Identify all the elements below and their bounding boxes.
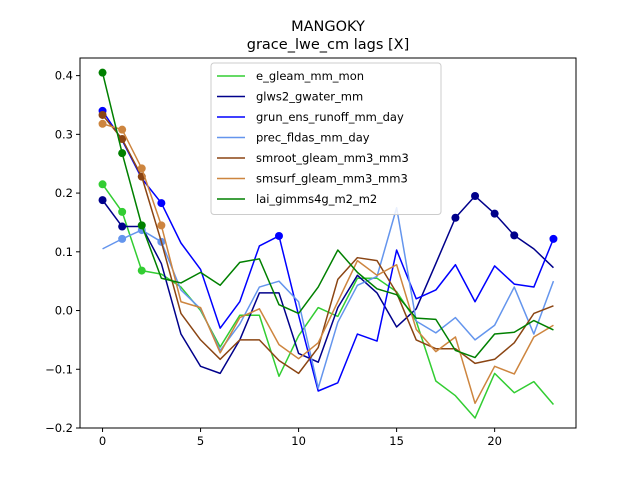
x-tick-label: 15	[389, 434, 404, 448]
series-line	[101, 110, 555, 392]
legend-label: smroot_gleam_mm3_mm3	[256, 151, 409, 165]
series-grun_ens_runoff_mm_day	[98, 106, 558, 392]
x-axis: 0 5 10 15 20	[99, 428, 502, 448]
chart-subtitle: grace_lwe_cm lags [X]	[247, 37, 410, 53]
data-point	[118, 222, 127, 231]
y-tick-label: −0.1	[45, 362, 73, 376]
y-tick-label: 0.4	[55, 69, 73, 83]
x-tick-label: 10	[291, 434, 306, 448]
data-point	[274, 231, 283, 240]
legend-label: smsurf_gleam_mm3_mm3	[256, 172, 408, 186]
legend: e_gleam_mm_mon glws2_gwater_mm grun_ens_ru…	[210, 62, 442, 215]
legend-label: prec_fldas_mm_day	[256, 131, 370, 145]
data-point	[451, 213, 460, 222]
series-line	[101, 114, 554, 375]
legend-label: e_gleam_mm_mon	[256, 69, 364, 83]
data-point	[98, 119, 107, 128]
chart-title: MANGOKY	[291, 19, 365, 35]
data-point	[157, 221, 166, 230]
data-point	[490, 209, 499, 218]
plot-frame	[79, 57, 577, 429]
y-tick-label: 0.1	[55, 245, 73, 259]
legend-label: glws2_gwater_mm	[256, 90, 363, 104]
x-tick-label: 0	[99, 434, 106, 448]
y-tick-label: −0.2	[45, 421, 73, 435]
data-point	[98, 110, 107, 119]
data-point	[137, 221, 146, 230]
data-point	[98, 68, 107, 77]
y-tick-label: 0.3	[55, 127, 73, 141]
y-tick-label: 0.0	[55, 304, 73, 318]
data-point	[510, 231, 519, 240]
data-point	[137, 266, 146, 275]
data-point	[118, 125, 127, 134]
data-point	[98, 196, 107, 205]
data-point	[118, 207, 127, 216]
y-tick-label: 0.2	[55, 186, 73, 200]
series-layer	[98, 68, 558, 419]
series-smsurf_gleam_mm3_mm3	[98, 119, 554, 405]
series-line	[102, 123, 554, 405]
data-point	[471, 192, 480, 201]
x-tick-label: 20	[487, 434, 502, 448]
legend-label: lai_gimms4g_m2_m2	[256, 192, 377, 206]
series-glws2_gwater_mm	[98, 192, 554, 375]
series-line	[101, 72, 554, 359]
data-point	[118, 149, 127, 158]
x-tick-label: 5	[197, 434, 204, 448]
series-lai_gimms4g_m2_m2	[98, 68, 554, 359]
legend-label: grun_ens_runoff_mm_day	[256, 110, 404, 124]
series-line	[101, 195, 554, 375]
data-point	[98, 180, 107, 189]
data-point	[549, 234, 558, 243]
data-point	[157, 199, 166, 208]
data-point	[118, 135, 127, 144]
legend-box	[210, 62, 442, 215]
y-axis: −0.2 −0.1 0.0 0.1 0.2 0.3 0.4	[45, 69, 80, 435]
data-point	[137, 164, 146, 173]
data-point	[118, 234, 127, 243]
